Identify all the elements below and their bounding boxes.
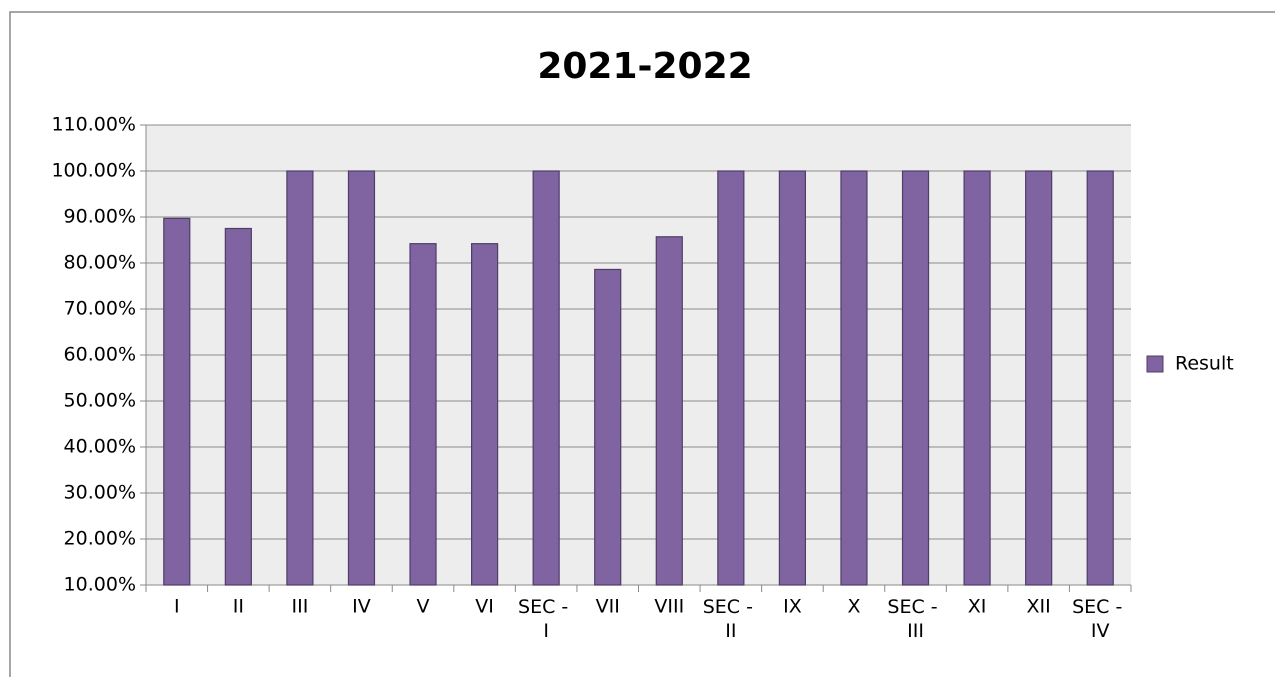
- y-tick-label: 110.00%: [51, 114, 136, 136]
- x-tick-label: SEC - III: [887, 596, 943, 642]
- chart-title: 2021-2022: [537, 46, 752, 87]
- x-tick-label: VII: [596, 596, 620, 618]
- x-tick-label: XI: [968, 596, 987, 618]
- x-tick-label: VI: [475, 596, 494, 618]
- y-tick-label: 50.00%: [64, 390, 136, 412]
- x-tick-label: IX: [783, 596, 802, 618]
- bar: [532, 170, 560, 586]
- y-tick-label: 100.00%: [51, 160, 136, 182]
- bar: [286, 170, 314, 586]
- legend-label: Result: [1175, 353, 1234, 375]
- bar: [655, 236, 683, 586]
- y-tick-label: 80.00%: [64, 252, 136, 274]
- y-tick-label: 30.00%: [64, 482, 136, 504]
- x-tick-label: I: [174, 596, 180, 618]
- bar: [1086, 170, 1114, 586]
- x-tick-label: II: [233, 596, 244, 618]
- y-tick-label: 10.00%: [64, 574, 136, 596]
- x-tick-label: SEC - II: [703, 596, 759, 642]
- bar: [1025, 170, 1053, 586]
- x-tick-label: SEC - IV: [1072, 596, 1128, 642]
- y-tick-label: 20.00%: [64, 528, 136, 550]
- bar: [901, 170, 930, 586]
- x-tick-label: X: [847, 596, 860, 618]
- y-tick-label: 40.00%: [64, 436, 136, 458]
- bar: [224, 227, 252, 586]
- x-tick-label: V: [417, 596, 430, 618]
- bar: [840, 170, 868, 586]
- bar: [347, 170, 376, 586]
- bar: [409, 243, 437, 586]
- x-tick-label: III: [292, 596, 309, 618]
- y-tick-label: 60.00%: [64, 344, 136, 366]
- legend-swatch: [1146, 355, 1164, 373]
- bar: [594, 268, 622, 586]
- x-tick-label: XII: [1027, 596, 1051, 618]
- x-tick-label: SEC - I: [518, 596, 574, 642]
- bar: [470, 243, 499, 586]
- bar: [963, 170, 991, 586]
- bar: [778, 170, 807, 586]
- bar: [717, 170, 745, 586]
- x-tick-label: VIII: [654, 596, 684, 618]
- y-tick-label: 90.00%: [64, 206, 136, 228]
- x-tick-label: IV: [352, 596, 371, 618]
- y-tick-label: 70.00%: [64, 298, 136, 320]
- bar: [163, 217, 191, 586]
